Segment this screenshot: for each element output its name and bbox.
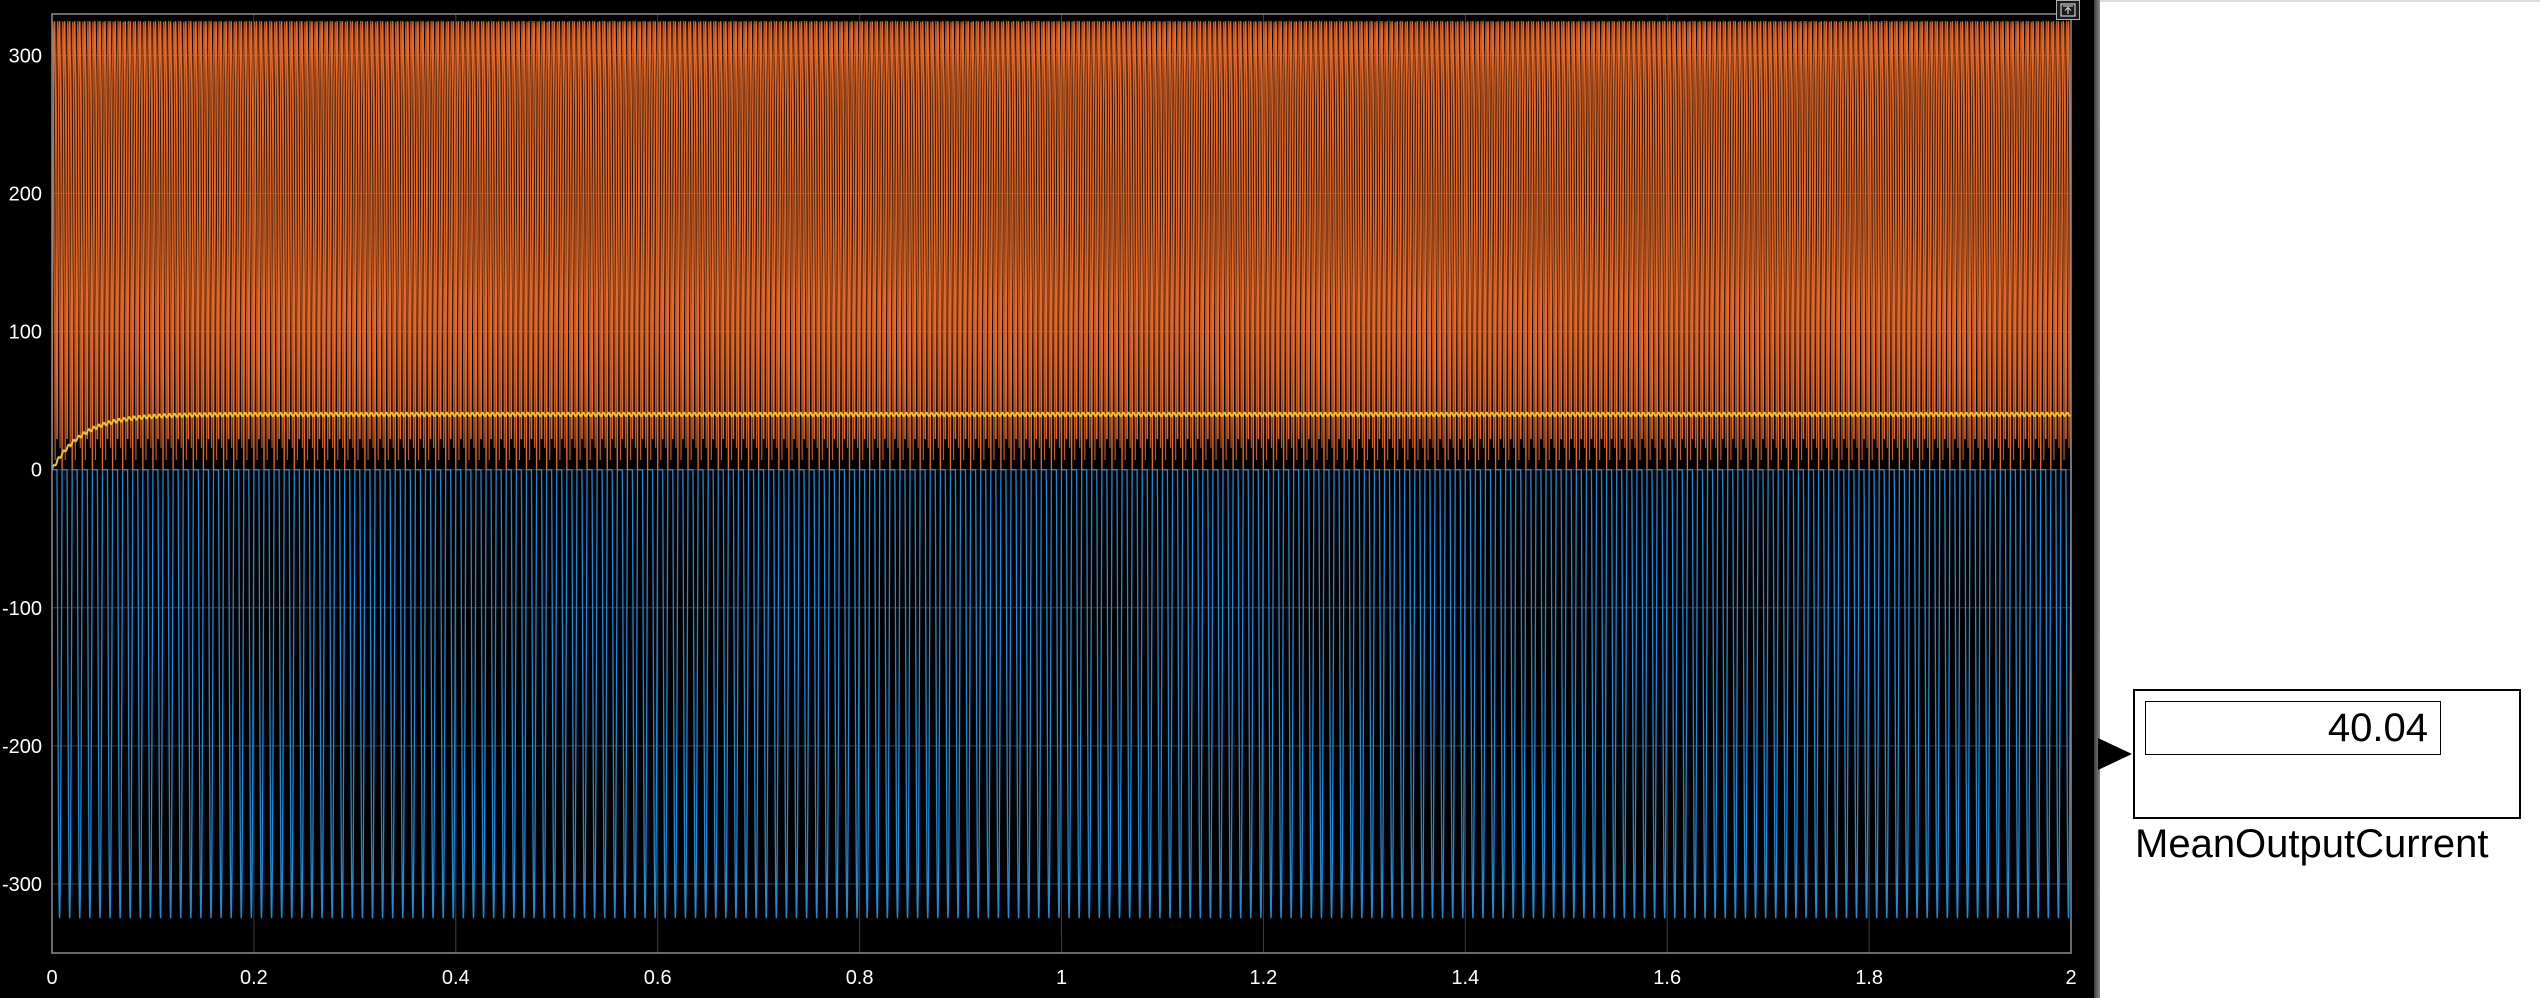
x-tick-label: 1 [1056,967,1067,989]
scope-window: 0 0.2 0.4 0.6 0.8 1 1.2 1.4 1.6 1.8 2 -300 -200 -100 0… [0,0,2094,998]
x-tick-label: 0.2 [240,967,268,989]
display-value: 40.04 [2145,701,2441,755]
y-tick-label: -100 [2,598,42,620]
x-tick-label: 1.2 [1249,967,1277,989]
y-tick-label: 100 [9,322,42,344]
display-block[interactable]: 40.04 [2133,689,2521,819]
input-port-arrow-icon [2098,738,2132,770]
x-tick-label: 0 [46,967,57,989]
x-tick-label: 0.6 [644,967,672,989]
x-tick-label: 2 [2065,967,2076,989]
y-tick-label: -300 [2,874,42,896]
undock-button[interactable] [2056,0,2080,20]
x-tick-label: 0.8 [846,967,874,989]
undock-icon [2060,3,2076,17]
y-tick-label: 300 [9,45,42,67]
x-tick-label: 1.8 [1855,967,1883,989]
block-name-label[interactable]: MeanOutputCurrent [2135,822,2489,867]
y-tick-label: -200 [2,736,42,758]
x-tick-label: 0.4 [442,967,470,989]
y-tick-label: 200 [9,184,42,206]
scope-plot: 0 0.2 0.4 0.6 0.8 1 1.2 1.4 1.6 1.8 2 -300 -200 -100 0… [0,0,2094,998]
x-tick-label: 1.4 [1451,967,1479,989]
x-tick-label: 1.6 [1653,967,1681,989]
y-tick-label: 0 [31,460,42,482]
